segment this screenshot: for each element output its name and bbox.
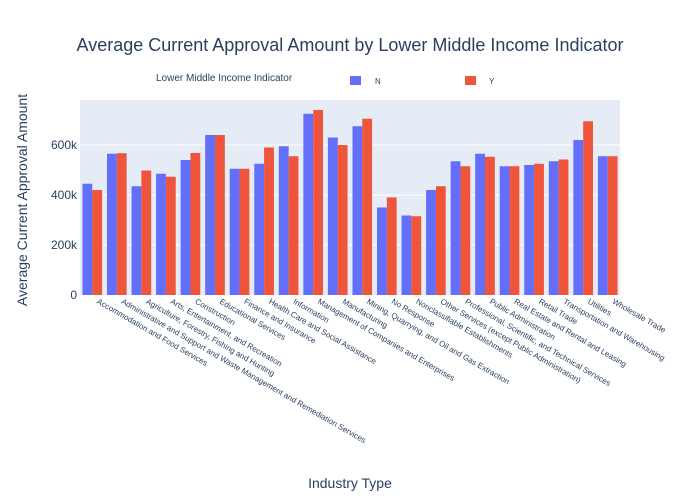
bar-n[interactable] xyxy=(573,140,584,295)
bar-y[interactable] xyxy=(460,166,471,295)
bar-n[interactable] xyxy=(278,146,289,295)
y-axis-ticks: 0 200k 400k 600k xyxy=(51,138,78,302)
bar-n[interactable] xyxy=(524,165,535,295)
bar-y[interactable] xyxy=(165,176,176,295)
legend-item-y[interactable]: Y xyxy=(465,76,495,86)
bar-n[interactable] xyxy=(327,137,338,296)
bar-n[interactable] xyxy=(107,153,117,295)
bar-n[interactable] xyxy=(352,126,363,295)
y-tick-label: 0 xyxy=(70,288,77,302)
chart-title: Average Current Approval Amount by Lower… xyxy=(77,35,624,55)
bar-n[interactable] xyxy=(82,183,93,295)
bar-n[interactable] xyxy=(156,173,166,295)
bar-y[interactable] xyxy=(534,163,544,295)
bar-n[interactable] xyxy=(499,166,510,295)
bar-y[interactable] xyxy=(116,153,127,295)
x-axis-title: Industry Type xyxy=(308,475,392,491)
bar-y[interactable] xyxy=(215,135,225,295)
bar-n[interactable] xyxy=(254,163,265,295)
bar-n[interactable] xyxy=(548,161,559,295)
bar-y[interactable] xyxy=(190,153,201,295)
bar-n[interactable] xyxy=(377,207,387,296)
bar-y[interactable] xyxy=(141,170,152,296)
legend-title: Lower Middle Income Indicator xyxy=(156,73,293,84)
bar-n[interactable] xyxy=(401,215,412,296)
y-axis-title: Average Current Approval Amount xyxy=(14,94,30,306)
bar-n[interactable] xyxy=(597,156,608,295)
bar-y[interactable] xyxy=(435,186,446,295)
bar-y[interactable] xyxy=(386,197,397,296)
legend-label-y: Y xyxy=(489,77,495,86)
bar-y[interactable] xyxy=(583,121,593,295)
bar-y[interactable] xyxy=(607,156,618,295)
bar-y[interactable] xyxy=(485,156,495,295)
y-tick-label: 400k xyxy=(51,188,78,202)
bar-y[interactable] xyxy=(337,145,348,295)
bar-y[interactable] xyxy=(288,156,299,295)
bar-n[interactable] xyxy=(205,135,215,295)
y-tick-label: 600k xyxy=(51,138,78,152)
x-axis-ticks: Accommodation and Food ServicesAdministr… xyxy=(95,297,667,445)
bars xyxy=(82,110,618,296)
bar-y[interactable] xyxy=(362,118,373,295)
bar-n[interactable] xyxy=(229,168,240,295)
bar-y[interactable] xyxy=(411,216,422,295)
bar-y[interactable] xyxy=(264,147,274,296)
y-tick-label: 200k xyxy=(51,238,78,252)
bar-n[interactable] xyxy=(475,153,485,295)
legend: Lower Middle Income Indicator N Y xyxy=(156,73,495,86)
legend-swatch-n xyxy=(350,76,361,85)
bar-y[interactable] xyxy=(239,168,250,295)
bar-y[interactable] xyxy=(558,159,569,296)
bar-n[interactable] xyxy=(303,113,314,295)
bar-n[interactable] xyxy=(131,186,142,295)
legend-item-n[interactable]: N xyxy=(350,76,381,86)
bar-n[interactable] xyxy=(180,160,191,295)
bar-n[interactable] xyxy=(450,161,461,295)
bar-y[interactable] xyxy=(313,110,323,295)
bar-n[interactable] xyxy=(426,190,436,295)
bar-y[interactable] xyxy=(92,190,103,295)
bar-y[interactable] xyxy=(509,166,520,295)
legend-label-n: N xyxy=(375,77,381,86)
legend-swatch-y xyxy=(465,76,476,85)
